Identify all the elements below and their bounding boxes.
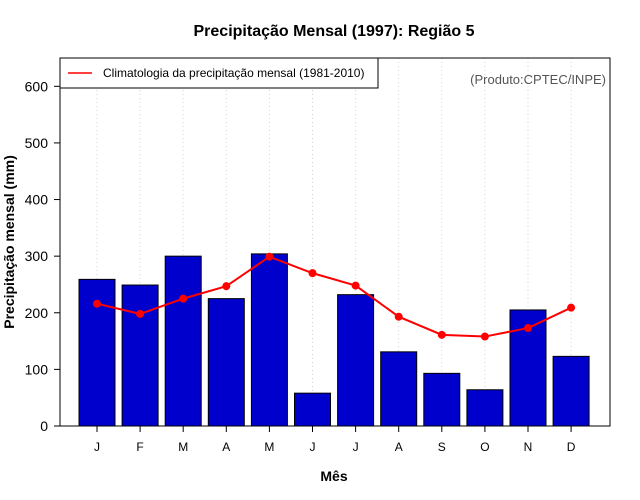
x-tick-label: A [222,440,230,454]
y-tick-label: 500 [25,135,49,151]
x-tick-label: J [94,440,100,454]
y-tick-label: 400 [25,192,49,208]
y-tick-label: 600 [25,78,49,94]
climatology-point-9 [437,330,446,339]
climatology-point-4 [222,282,231,291]
bar-12 [552,355,590,427]
climatology-point-5 [265,252,274,261]
chart-title: Precipitação Mensal (1997): Região 5 [194,23,475,40]
x-tick-label: J [310,440,316,454]
climatology-point-6 [308,269,317,278]
line-layer [93,252,576,341]
y-tick-label: 300 [25,248,49,264]
bar-9 [423,372,461,427]
climatology-point-11 [524,324,532,333]
x-tick-label: F [136,440,143,454]
x-tick-label: M [264,440,274,454]
x-tick-label: N [524,440,533,454]
climatology-point-7 [351,281,360,290]
grid-layer [96,58,572,426]
bar-3 [164,255,202,427]
credit-text: (Produto:CPTEC/INPE) [470,72,606,87]
legend: Climatologia da precipitação mensal (198… [59,57,379,89]
climatology-line [96,255,572,338]
climatology-point-12 [567,303,576,312]
bar-6 [294,392,331,427]
climatology-point-10 [480,332,489,341]
legend-label-climatology: Climatologia da precipitação mensal (198… [103,66,364,80]
x-tick-label: A [395,440,403,454]
y-tick-label: 100 [25,361,49,377]
bar-7 [337,294,375,427]
climatology-point-1 [93,299,101,308]
bar-4 [207,298,245,427]
bar-5 [250,253,288,427]
x-tick-label: D [567,440,576,454]
x-tick-label: S [438,440,446,454]
x-tick-label: J [353,440,359,454]
legend-box [59,57,379,89]
climatology-point-2 [136,309,145,318]
climatology-point-8 [394,312,403,321]
y-tick-label: 200 [25,305,49,321]
bar-10 [466,389,504,427]
x-tick-label: O [480,440,489,454]
x-tick-label: M [178,440,188,454]
y-axis-label: Precipitação mensal (mm) [1,155,17,329]
x-axis-label: Mês [320,468,347,484]
bar-8 [380,351,418,427]
y-tick-label: 0 [40,418,48,434]
bar-2 [121,284,159,427]
y-axis: 0 100 200 300 400 500 600 [25,78,60,434]
climatology-point-3 [179,294,188,303]
